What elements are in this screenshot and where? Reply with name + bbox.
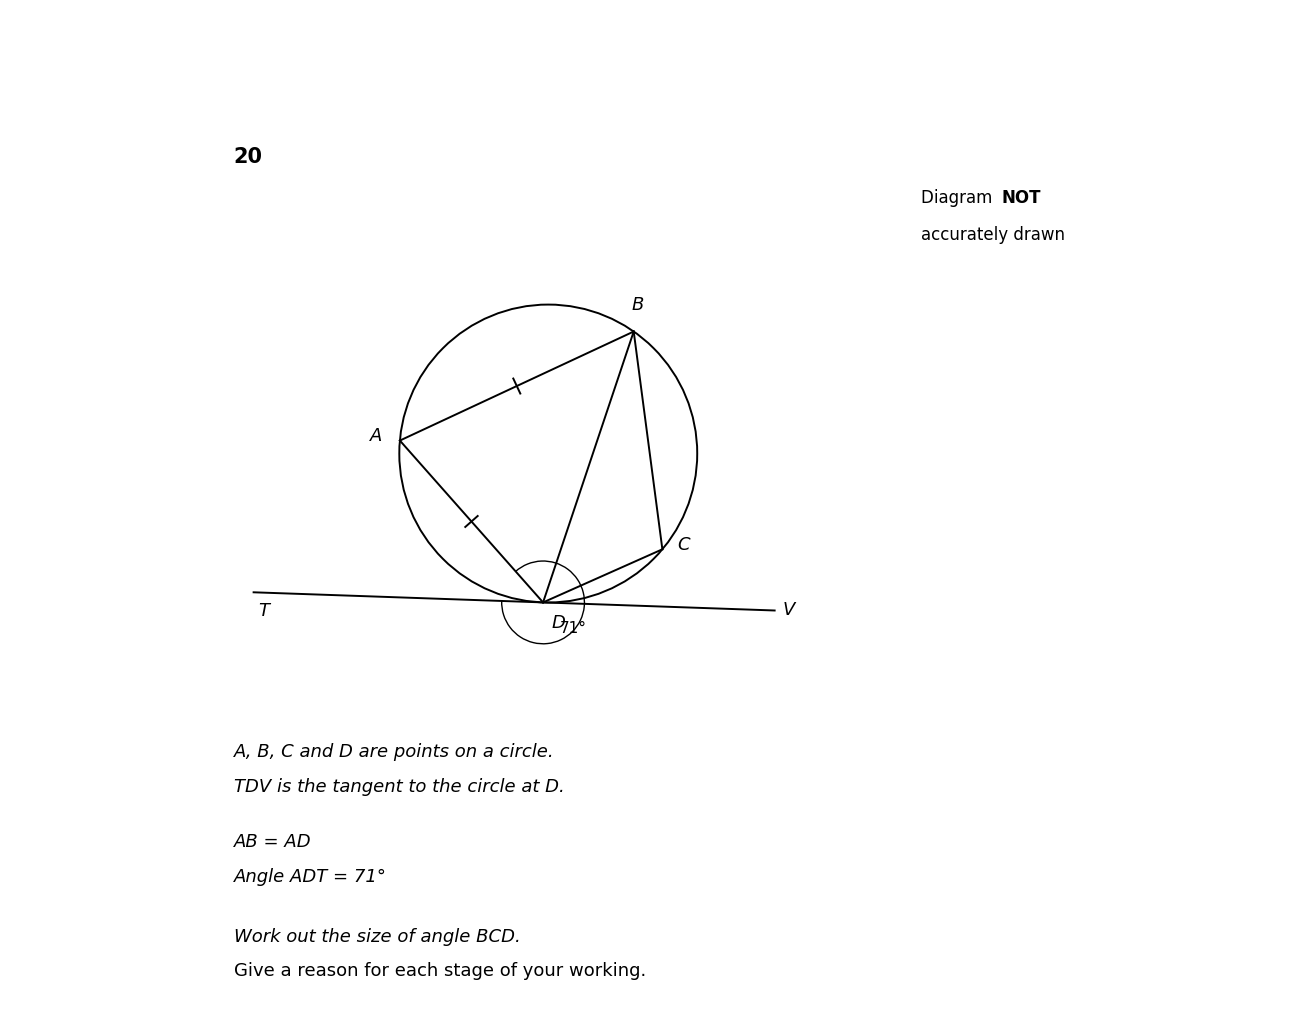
Text: accurately drawn: accurately drawn xyxy=(921,226,1064,244)
Text: Angle ADT = 71°: Angle ADT = 71° xyxy=(234,868,387,886)
Text: Work out the size of angle BCD.: Work out the size of angle BCD. xyxy=(234,928,521,945)
Text: 71°: 71° xyxy=(560,622,586,636)
Text: A, B, C and D are points on a circle.: A, B, C and D are points on a circle. xyxy=(234,743,555,762)
Text: V: V xyxy=(783,601,795,620)
Text: TDV is the tangent to the circle at D.: TDV is the tangent to the circle at D. xyxy=(234,778,564,796)
Text: T: T xyxy=(257,602,269,620)
Text: B: B xyxy=(632,296,644,313)
Text: Diagram: Diagram xyxy=(921,189,997,206)
Text: 20: 20 xyxy=(234,147,262,167)
Text: D: D xyxy=(551,615,565,632)
Text: C: C xyxy=(677,536,690,553)
Text: Give a reason for each stage of your working.: Give a reason for each stage of your wor… xyxy=(234,963,646,980)
Text: NOT: NOT xyxy=(1002,189,1042,206)
Text: A: A xyxy=(370,427,382,445)
Text: AB = AD: AB = AD xyxy=(234,833,311,852)
